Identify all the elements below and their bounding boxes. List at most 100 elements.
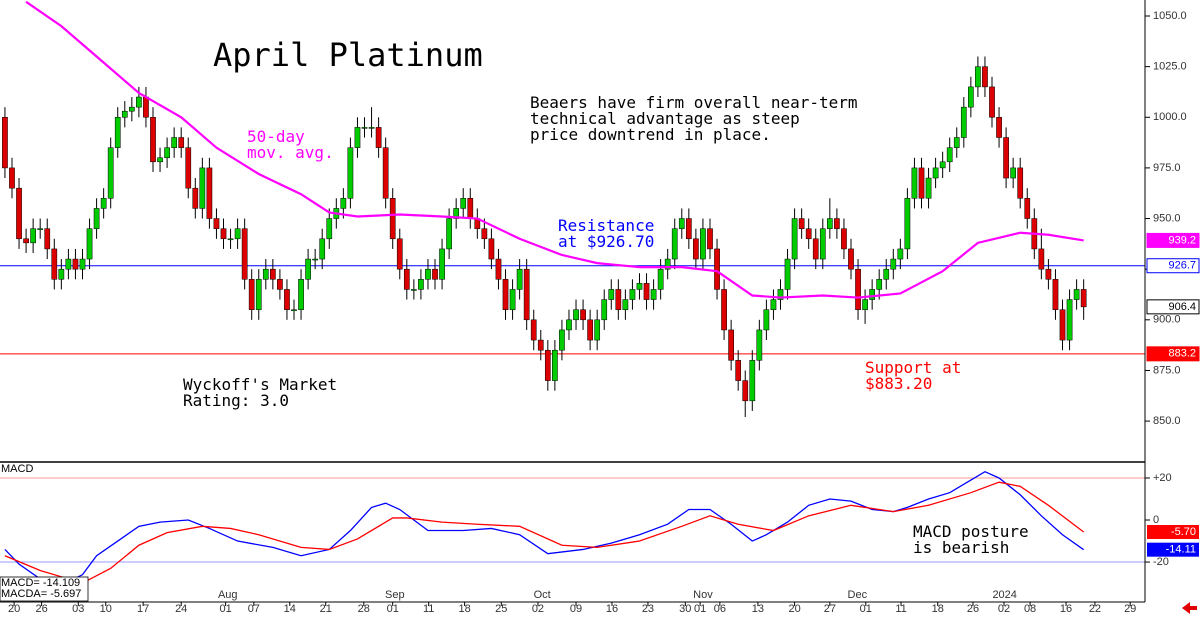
candle-body [601,299,608,321]
annotation: Wyckoff's Market Rating: 3.0 [183,375,337,410]
candle-body [566,319,572,331]
macd-line [4,481,1085,584]
candle-body [869,289,875,300]
value-box [1146,299,1200,315]
annotation: MACD posture is bearish [913,522,1029,557]
candle-body [897,248,904,260]
candle-body [559,329,565,351]
x-tick-label: 17 [137,603,149,615]
candle-body [418,279,424,290]
candle-body [192,187,199,209]
moving-average-line [25,0,1084,299]
candle-body [728,329,734,361]
macd-line [4,470,1085,586]
x-tick-label: 23 [642,603,654,615]
candle-body [488,238,495,260]
candle-body [58,268,65,280]
value-box [1146,232,1200,248]
candle-body [375,127,382,148]
y-tick-label: 900.0 [1153,314,1181,326]
candle-body [453,208,460,219]
candle-body [248,279,255,310]
value-box [1147,542,1199,557]
candle-body [615,289,622,310]
back-arrow-icon[interactable] [1182,602,1197,614]
x-tick-label: 03 [72,603,84,615]
candle-body [425,268,431,280]
candle-body [544,349,551,381]
candle-body [16,187,22,240]
candle-body [502,279,509,310]
candle-body [939,161,946,169]
annotation-line: price downtrend in place. [530,125,771,144]
candle-body [171,137,177,148]
candle-body [693,238,699,260]
candle-body [721,289,727,331]
candle-body [735,360,742,381]
x-tick-label: 01 [860,603,872,615]
candle-body [580,309,586,321]
value-box [1146,346,1200,362]
candle-body [284,289,290,310]
month-label: Sep [385,589,405,601]
candle-body [530,319,537,341]
candle-body [594,319,601,341]
candle-body [396,238,403,270]
candle-body [354,127,361,148]
candle-body [37,228,44,230]
annotation: 50-day mov. avg. [247,127,334,162]
month-label: Nov [693,589,713,601]
annotation-line: $883.20 [865,374,932,393]
month-label: 2024 [992,589,1016,601]
candle-body [883,268,890,280]
x-tick-label: 08 [1024,603,1036,615]
candle-body [467,198,474,219]
candle-body [220,228,227,240]
x-tick-label: 22 [1089,603,1101,615]
candle-body [1073,289,1080,300]
candle-body [932,167,939,179]
candle-body [340,198,347,209]
candle-body [382,147,389,199]
candle-body [982,66,988,88]
candle-body [1017,167,1024,199]
price-panel [0,0,1145,418]
candle-body [996,117,1002,138]
annotation: Resistance at $926.70 [558,216,654,251]
month-label: Oct [534,589,551,601]
candle-body [876,279,883,290]
candle-body [791,218,798,260]
candle-body [968,86,974,108]
candle-body [841,228,847,250]
x-tick-label: 18 [459,603,471,615]
candle-body [150,117,156,163]
y-tick-label: 850.0 [1153,415,1181,427]
annotation-line: 50-day [247,127,305,146]
panel-label: MACD [1,463,33,475]
y-tick-label: 1050.0 [1153,10,1187,22]
candle-body [650,289,657,300]
candle-body [975,66,981,88]
y-tick-label: -20 [1153,556,1169,568]
candle-body [904,198,911,250]
value-box-label: 906.4 [1168,301,1196,313]
y-tick-label: +20 [1153,472,1172,484]
candle-body [989,86,995,118]
value-box-label: -5.70 [1171,526,1196,538]
x-tick-label: 27 [824,603,836,615]
candle-body [277,279,283,290]
y-tick-label: 950.0 [1153,212,1181,224]
candle-body [185,147,192,189]
candle-body [107,147,114,199]
candle-body [573,309,579,321]
candle-body [552,349,558,381]
annotation: Beaers have firm overall near-term techni… [530,93,858,144]
candle-body [608,289,615,300]
annotation-line: at $926.70 [558,232,654,251]
candle-body [862,299,868,310]
candle-body [890,258,897,270]
candle-body [742,380,749,402]
value-box-label: 939.2 [1168,234,1196,246]
candle-body [72,258,79,270]
candle-body [446,218,452,250]
